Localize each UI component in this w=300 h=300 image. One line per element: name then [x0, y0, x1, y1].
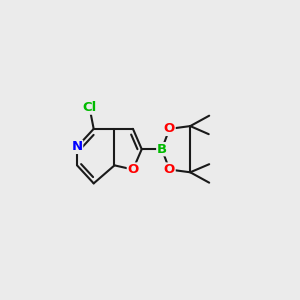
Text: O: O — [164, 122, 175, 135]
Text: O: O — [127, 163, 139, 176]
Text: O: O — [164, 163, 175, 176]
Text: B: B — [157, 143, 167, 156]
Text: Cl: Cl — [82, 101, 97, 114]
Text: N: N — [71, 140, 82, 153]
